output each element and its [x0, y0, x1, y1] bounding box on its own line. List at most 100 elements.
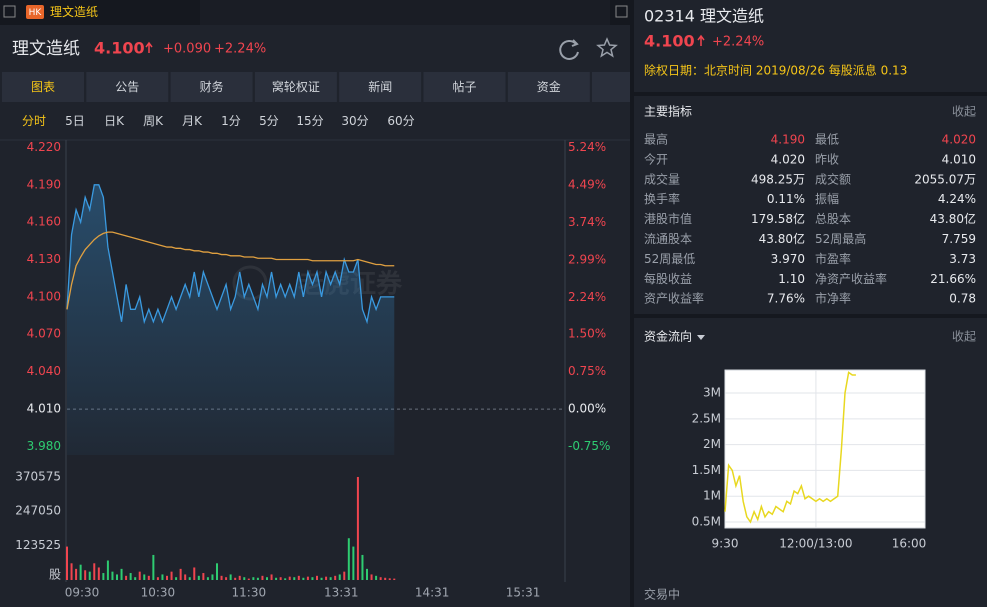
volume-bar — [252, 577, 255, 580]
volume-bar — [170, 571, 173, 580]
divider — [634, 92, 987, 96]
side-price: 4.100 — [644, 32, 695, 51]
volume-bar — [202, 573, 205, 580]
collapse-button[interactable]: 收起 — [952, 330, 976, 344]
volume-bar — [161, 574, 164, 580]
y2-tick-label: 5.24% — [568, 140, 606, 154]
period-button[interactable]: 1分 — [221, 114, 241, 128]
side-pct: +2.24% — [712, 35, 764, 50]
period-button[interactable]: 月K — [182, 114, 203, 128]
period-button[interactable]: 5日 — [65, 114, 85, 128]
volume-bar — [361, 554, 364, 580]
volume-bar — [279, 577, 282, 580]
tab-label[interactable]: 窝轮权证 — [272, 79, 320, 94]
tab-cell[interactable] — [339, 72, 422, 102]
x-tick-label: 14:31 — [415, 586, 450, 600]
plot-frame — [724, 369, 926, 529]
period-button[interactable]: 5分 — [259, 114, 279, 128]
tab-label[interactable]: 公告 — [115, 80, 139, 94]
price-line — [66, 184, 395, 325]
period-button[interactable]: 分时 — [22, 114, 46, 128]
up-arrow — [697, 34, 705, 46]
tab-cell[interactable] — [507, 72, 590, 102]
volume-bar — [343, 571, 346, 580]
indicator-label: 今开 — [644, 151, 668, 166]
volume-bar — [106, 560, 109, 580]
x-tick-label: 11:30 — [232, 586, 267, 600]
period-button[interactable]: 60分 — [387, 114, 414, 128]
stock-name: 理文造纸 — [12, 39, 80, 59]
volume-bar — [238, 575, 241, 580]
refresh-icon[interactable] — [559, 39, 579, 60]
x-tick-label: 13:31 — [324, 586, 359, 600]
volume-bar — [120, 568, 123, 580]
y-tick-label: 2M — [703, 437, 721, 451]
volume-bar — [320, 577, 323, 580]
indicator-value: 4.24% — [938, 192, 976, 206]
volume-tick-label: 247050 — [15, 504, 61, 518]
badge: HK — [29, 8, 43, 18]
tab-cell[interactable] — [2, 72, 84, 102]
collapse-button[interactable]: 收起 — [952, 105, 976, 119]
indicator-value: 4.190 — [771, 133, 805, 147]
period-button[interactable]: 日K — [104, 114, 125, 128]
y2-tick-label: -0.75% — [568, 439, 610, 453]
period-button[interactable]: 周K — [143, 114, 164, 128]
volume-bar — [384, 577, 387, 580]
status: 交易中 — [644, 587, 680, 602]
x-tick-label: 15:31 — [506, 586, 541, 600]
volume-bar — [270, 574, 273, 580]
tab-label[interactable]: 财务 — [200, 79, 224, 94]
volume-bar — [311, 577, 314, 580]
avg-line — [66, 231, 395, 310]
indicator-label: 市盈率 — [815, 251, 851, 266]
x-tick-label: 12:00/13:00 — [779, 537, 852, 551]
volume-tick-label: 370575 — [15, 469, 61, 483]
volume-bar — [256, 577, 259, 580]
volume-bar — [175, 577, 178, 580]
volume-bar — [97, 567, 100, 580]
period-button[interactable]: 30分 — [341, 114, 368, 128]
tab-title[interactable]: 理文造纸 — [50, 4, 98, 19]
star-icon[interactable] — [596, 37, 618, 58]
dropdown-caret[interactable] — [697, 335, 705, 340]
volume-bar — [293, 577, 296, 580]
volume-bar — [125, 575, 128, 580]
indicator-label: 最低 — [815, 133, 839, 147]
volume-bar — [197, 575, 200, 580]
volume-bar — [216, 563, 218, 580]
price-area — [67, 184, 395, 455]
y-tick-label: 4.010 — [27, 401, 61, 415]
y2-tick-label: 4.49% — [568, 177, 606, 191]
volume-bar — [352, 546, 355, 580]
tab-label[interactable]: 新闻 — [368, 79, 392, 94]
indicator-label: 港股市值 — [644, 211, 692, 226]
tab-cell[interactable] — [423, 72, 506, 102]
volume-bar — [129, 573, 132, 580]
indicator-value: 179.58亿 — [751, 211, 805, 226]
price: 4.100 — [94, 39, 145, 58]
indicator-label: 昨收 — [815, 152, 839, 166]
indicator-value: 7.76% — [767, 292, 805, 306]
checkbox[interactable] — [3, 5, 16, 18]
volume-bar — [102, 573, 105, 580]
tab-label[interactable]: 帖子 — [452, 79, 476, 94]
indicator-label: 净资产收益率 — [815, 271, 887, 286]
tab-cell[interactable] — [170, 72, 253, 102]
indicator-value: 1.10 — [778, 272, 805, 286]
checkbox[interactable] — [615, 5, 628, 18]
volume-bar — [111, 571, 114, 580]
tab-label[interactable]: 资金 — [537, 79, 561, 94]
period-button[interactable]: 15分 — [296, 114, 323, 128]
tab-cell[interactable] — [254, 72, 337, 102]
tab-label[interactable]: 图表 — [31, 80, 55, 94]
tab-cell[interactable] — [86, 72, 169, 102]
y-tick-label: 2.5M — [692, 411, 721, 425]
y-tick-label: 1M — [703, 489, 721, 503]
indicator-value: 3.73 — [949, 252, 976, 266]
indicator-label: 最高 — [644, 132, 668, 147]
divider — [630, 0, 634, 607]
section-title[interactable]: 资金流向 — [644, 329, 692, 344]
volume-bar — [284, 578, 287, 580]
indicator-label: 成交额 — [815, 171, 851, 186]
